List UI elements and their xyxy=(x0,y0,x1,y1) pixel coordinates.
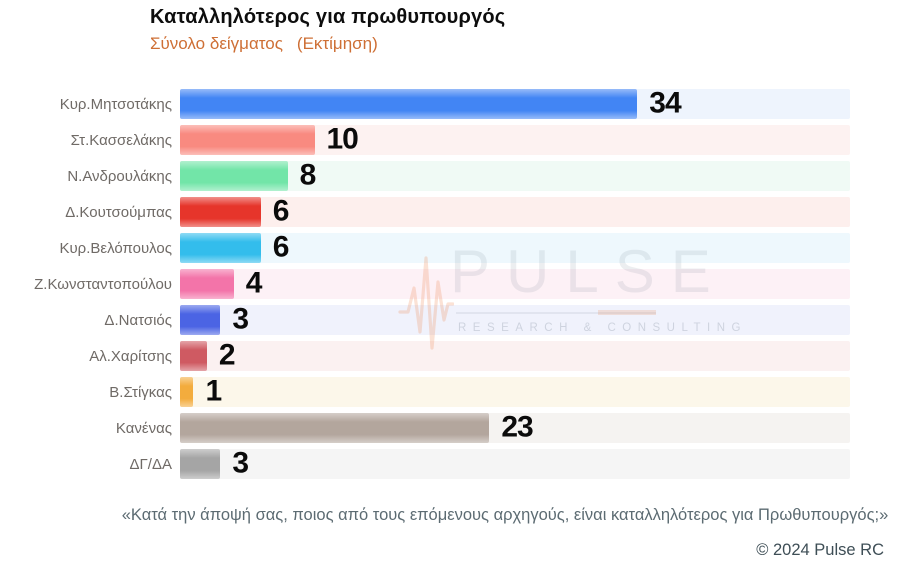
bar-track: 6 xyxy=(180,194,850,228)
bar xyxy=(180,161,288,191)
bar xyxy=(180,305,221,335)
bar-value: 6 xyxy=(272,194,290,228)
subtitle-estimate: (Εκτίμηση) xyxy=(296,34,378,53)
chart-row: Στ.Κασσελάκης 10 xyxy=(6,122,856,156)
chart-row: ΔΓ/ΔΑ 3 xyxy=(6,446,856,480)
bar xyxy=(180,413,490,443)
chart-row: Δ.Νατσιός 3 xyxy=(6,302,856,336)
bar-value: 34 xyxy=(649,86,681,120)
bar-chart: Κυρ.Μητσοτάκης 34 Στ.Κασσελάκης 10 Ν.Ανδρουλ… xyxy=(6,86,856,485)
chart-title: Καταλληλότερος για πρωθυπουργός xyxy=(150,6,506,28)
bar-track: 4 xyxy=(180,266,850,300)
bar xyxy=(180,197,261,227)
survey-question: «Κατά την άποψή σας, ποιος από τους επόμ… xyxy=(121,506,889,524)
category-label: ΔΓ/ΔΑ xyxy=(129,455,172,473)
category-label: Β.Στίγκας xyxy=(109,383,172,401)
category-label: Κανένας xyxy=(115,419,172,437)
bar-track: 34 xyxy=(180,86,850,120)
bar xyxy=(180,89,638,119)
bar xyxy=(180,341,207,371)
category-label: Δ.Νατσιός xyxy=(104,311,172,329)
bar-value: 8 xyxy=(299,158,317,192)
bar-value: 4 xyxy=(245,266,263,300)
bar-value: 10 xyxy=(326,122,359,156)
category-label: Αλ.Χαρίτσης xyxy=(89,347,172,365)
bar-value: 6 xyxy=(272,230,290,264)
category-label: Κυρ.Βελόπουλος xyxy=(59,239,172,257)
chart-row: Αλ.Χαρίτσης 2 xyxy=(6,338,856,372)
bar xyxy=(180,269,234,299)
chart-row: Ζ.Κωνσταντοπούλου 4 xyxy=(6,266,856,300)
bar-track: 10 xyxy=(180,122,850,156)
category-label: Στ.Κασσελάκης xyxy=(70,131,172,149)
category-label: Δ.Κουτσούμπας xyxy=(65,203,172,221)
chart-row: Ν.Ανδρουλάκης 8 xyxy=(6,158,856,192)
bar-track: 3 xyxy=(180,446,850,480)
bar-track: 8 xyxy=(180,158,850,192)
chart-row: Κανένας 23 xyxy=(6,410,856,444)
chart-row: Κυρ.Βελόπουλος 6 xyxy=(6,230,856,264)
bar-track: 6 xyxy=(180,230,850,264)
bar xyxy=(180,377,194,407)
chart-row: Κυρ.Μητσοτάκης 34 xyxy=(6,86,856,120)
bar xyxy=(180,233,261,263)
bar-value: 3 xyxy=(232,446,249,480)
subtitle-sample: Σύνολο δείγματος xyxy=(150,34,283,53)
chart-row: Δ.Κουτσούμπας 6 xyxy=(6,194,856,228)
chart-row: Β.Στίγκας 1 xyxy=(6,374,856,408)
category-label: Ν.Ανδρουλάκης xyxy=(67,167,172,185)
bar-track: 3 xyxy=(180,302,850,336)
bar-value: 23 xyxy=(501,410,533,444)
bar-value: 2 xyxy=(218,338,236,372)
category-label: Ζ.Κωνσταντοπούλου xyxy=(34,275,172,293)
bar xyxy=(180,449,221,479)
bar-track: 2 xyxy=(180,338,850,372)
chart-subtitle: Σύνολο δείγματος (Εκτίμηση) xyxy=(150,34,505,54)
category-label: Κυρ.Μητσοτάκης xyxy=(59,95,172,113)
bar-track: 23 xyxy=(180,410,850,444)
copyright-label: © 2024 Pulse RC xyxy=(756,541,884,559)
bar-value: 1 xyxy=(205,374,222,408)
bar xyxy=(180,125,315,155)
bar-value: 3 xyxy=(232,302,249,336)
bar-track: 1 xyxy=(180,374,850,408)
chart-header: Καταλληλότερος για πρωθυπουργός Σύνολο δ… xyxy=(150,6,505,54)
